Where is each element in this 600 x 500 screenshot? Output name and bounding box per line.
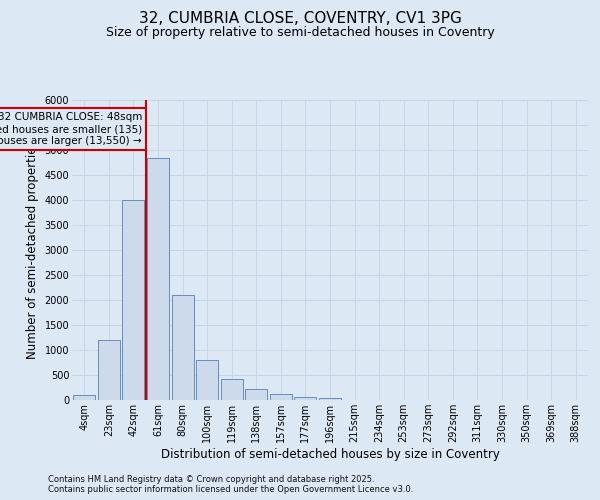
Bar — [270, 394, 292, 400]
Bar — [221, 379, 243, 400]
Bar — [319, 398, 341, 400]
Text: Size of property relative to semi-detached houses in Coventry: Size of property relative to semi-detach… — [106, 26, 494, 39]
Bar — [295, 396, 316, 400]
Bar — [122, 200, 145, 400]
Bar — [245, 389, 268, 400]
Y-axis label: Number of semi-detached properties: Number of semi-detached properties — [26, 140, 39, 360]
Bar — [172, 295, 194, 400]
Text: Contains HM Land Registry data © Crown copyright and database right 2025.
Contai: Contains HM Land Registry data © Crown c… — [48, 474, 413, 494]
Bar — [98, 340, 120, 400]
Bar — [196, 360, 218, 400]
Text: 32, CUMBRIA CLOSE, COVENTRY, CV1 3PG: 32, CUMBRIA CLOSE, COVENTRY, CV1 3PG — [139, 11, 461, 26]
X-axis label: Distribution of semi-detached houses by size in Coventry: Distribution of semi-detached houses by … — [161, 448, 499, 460]
Bar — [147, 158, 169, 400]
Text: 32 CUMBRIA CLOSE: 48sqm
← 1% of semi-detached houses are smaller (135)
99% of se: 32 CUMBRIA CLOSE: 48sqm ← 1% of semi-det… — [0, 112, 142, 146]
Bar — [73, 395, 95, 400]
